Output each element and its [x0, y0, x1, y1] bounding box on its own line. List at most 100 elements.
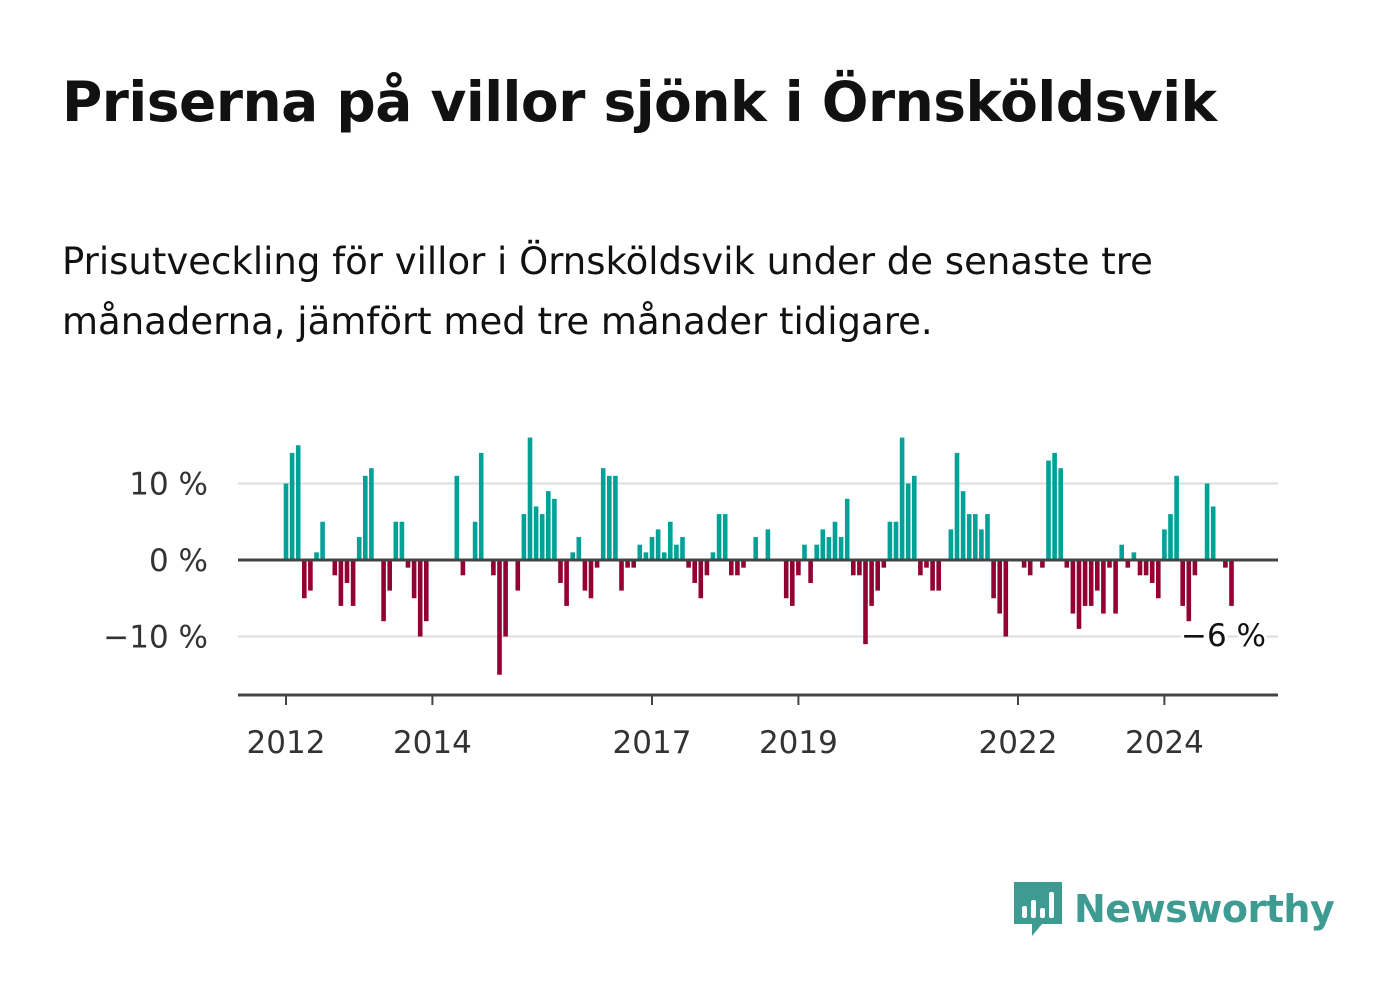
bar — [753, 537, 758, 560]
bar — [863, 560, 868, 645]
bar — [912, 475, 917, 560]
bar — [661, 552, 667, 560]
bar — [820, 529, 826, 560]
x-tick-label: 2019 — [759, 725, 838, 761]
bar — [844, 498, 850, 560]
bar — [417, 560, 423, 637]
bar — [350, 560, 356, 606]
bar — [826, 537, 832, 560]
bar — [668, 521, 673, 560]
bar — [948, 529, 954, 560]
bar — [1040, 560, 1045, 568]
bar — [765, 529, 771, 560]
bar — [1088, 560, 1094, 606]
bar — [997, 560, 1002, 614]
bar — [905, 483, 911, 560]
bar — [460, 560, 466, 576]
bar — [369, 468, 374, 560]
x-tick-label: 2012 — [247, 725, 326, 761]
bar — [1162, 529, 1167, 560]
bar — [344, 560, 350, 583]
bar — [1003, 560, 1009, 637]
bar — [454, 475, 460, 560]
bar — [1076, 560, 1082, 629]
bar — [692, 560, 697, 583]
bar — [832, 521, 838, 560]
bar — [881, 560, 887, 568]
x-tick-label: 2024 — [1125, 725, 1204, 761]
bar — [930, 560, 935, 591]
bar — [289, 452, 295, 560]
logo-chart-icon — [1014, 882, 1062, 936]
bar — [722, 514, 728, 560]
x-tick-label: 2022 — [979, 725, 1058, 761]
bar — [588, 560, 594, 599]
bar — [1210, 506, 1216, 560]
bar — [332, 560, 338, 576]
bar — [1204, 483, 1210, 560]
bar — [503, 560, 508, 637]
bar — [674, 544, 679, 560]
bar — [741, 560, 746, 568]
bar — [1125, 560, 1131, 568]
y-tick-label: 0 % — [149, 543, 208, 579]
bar — [783, 560, 789, 599]
bar — [1229, 560, 1234, 606]
bar — [1223, 560, 1228, 568]
last-value-label: −6 % — [1181, 618, 1266, 654]
bar — [1058, 468, 1063, 560]
bar — [704, 560, 710, 576]
bar — [893, 521, 899, 560]
bar — [570, 552, 575, 560]
bar — [1027, 560, 1033, 576]
bar — [399, 521, 405, 560]
bar — [552, 498, 557, 560]
bar — [1113, 560, 1118, 614]
bar — [283, 483, 289, 560]
bar — [710, 552, 716, 560]
bar — [1119, 544, 1124, 560]
y-tick-label: 10 % — [129, 467, 208, 503]
bar — [1168, 514, 1173, 560]
bar — [973, 514, 978, 560]
chart-title: Priserna på villor sjönk i Örnsköldsvik — [62, 70, 1217, 134]
bar — [387, 560, 392, 591]
x-tick-label: 2014 — [393, 725, 472, 761]
bar — [857, 560, 862, 576]
x-axis-ticks: 2012 2014 2017 2019 2022 2024 — [247, 695, 1204, 761]
bar — [478, 452, 484, 560]
bar — [680, 537, 685, 560]
bar — [405, 560, 411, 568]
bar — [491, 560, 496, 576]
bar — [698, 560, 704, 599]
bar — [1052, 452, 1057, 560]
bar — [735, 560, 740, 576]
bar — [613, 475, 618, 560]
bar — [1131, 552, 1137, 560]
bar — [936, 560, 941, 591]
bar — [424, 560, 429, 622]
bar — [899, 437, 905, 560]
x-tick-label: 2017 — [613, 725, 692, 761]
bar — [838, 537, 844, 560]
bar — [515, 560, 521, 591]
bar — [393, 521, 399, 560]
bar — [796, 560, 801, 576]
bar — [1082, 560, 1088, 606]
bar — [1143, 560, 1149, 576]
bar — [356, 537, 362, 560]
bar — [643, 552, 649, 560]
brand-name: Newsworthy — [1074, 887, 1335, 931]
bar — [582, 560, 588, 591]
y-tick-label: −10 % — [103, 620, 208, 656]
bar — [991, 560, 996, 599]
bar — [1137, 560, 1143, 576]
chart-subtitle: Prisutveckling för villor i Örnsköldsvik… — [62, 240, 1153, 343]
bar — [851, 560, 856, 576]
bar — [1046, 460, 1051, 560]
bar — [594, 560, 600, 568]
bar — [918, 560, 923, 576]
bar — [1095, 560, 1100, 591]
bar — [808, 560, 813, 583]
bar — [875, 560, 880, 591]
